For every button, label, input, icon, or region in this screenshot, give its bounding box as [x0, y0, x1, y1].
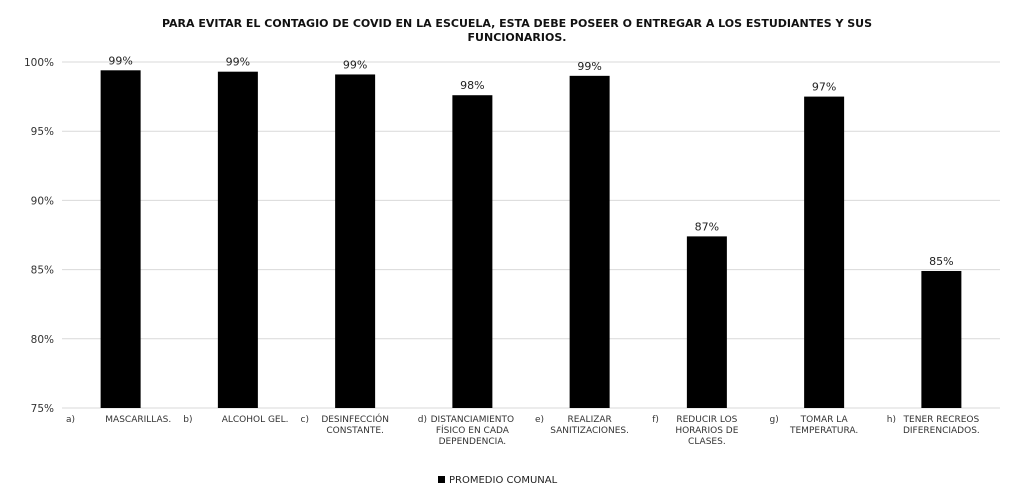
- data-label: 97%: [812, 81, 836, 94]
- data-label: 85%: [929, 255, 953, 268]
- category-labels: a) MASCARILLAS. b) ALCOHOL GEL. c) DESINFECCI…: [66, 413, 980, 447]
- bar: [804, 96, 845, 408]
- data-label: 99%: [226, 56, 250, 69]
- category-letter: e): [535, 415, 544, 425]
- y-tick-label: 95%: [31, 126, 54, 138]
- category-label: DEPENDENCIA.: [439, 437, 507, 447]
- data-label: 98%: [460, 79, 484, 92]
- category-label: HORARIOS DE: [675, 426, 738, 436]
- category-letter: c): [301, 415, 309, 425]
- category-label: ALCOHOL GEL.: [222, 415, 289, 425]
- bar: [686, 236, 727, 408]
- y-tick-label: 80%: [31, 334, 54, 346]
- category-label: TOMAR LA: [800, 415, 849, 425]
- category-label: FÍSICO EN CADA: [436, 424, 510, 436]
- category-label: CLASES.: [688, 437, 726, 447]
- category-letter: h): [887, 415, 896, 425]
- category-label: DIFERENCIADOS.: [903, 426, 980, 436]
- data-label: 99%: [343, 58, 367, 71]
- category-letter: b): [183, 415, 192, 425]
- chart-title-line-2: FUNCIONARIOS.: [468, 31, 567, 44]
- category-label: MASCARILLAS.: [105, 415, 171, 425]
- bar: [335, 74, 376, 409]
- y-tick-label: 85%: [31, 265, 54, 277]
- y-axis-tick-labels: 75% 80% 85% 90% 95% 100%: [24, 57, 54, 415]
- category-label: DISTANCIAMIENTO: [431, 415, 515, 425]
- category-letter: f): [652, 415, 659, 425]
- legend-swatch: [438, 476, 445, 483]
- data-label: 87%: [695, 220, 719, 233]
- y-tick-label: 75%: [31, 403, 54, 415]
- y-tick-label: 90%: [31, 195, 54, 207]
- category-label: CONSTANTE.: [326, 426, 384, 436]
- data-label: 99%: [577, 60, 601, 73]
- bars: [100, 70, 962, 409]
- category-letter: d): [418, 415, 427, 425]
- bar: [452, 95, 493, 408]
- category-letter: a): [66, 415, 75, 425]
- category-letter: g): [770, 415, 779, 425]
- category-label: REALIZAR: [567, 415, 611, 425]
- y-tick-label: 100%: [24, 57, 54, 69]
- bar: [100, 70, 141, 408]
- data-labels: 99% 99% 99% 98% 99% 87% 97% 85%: [108, 54, 953, 268]
- bar: [217, 71, 258, 409]
- bar: [921, 270, 962, 408]
- data-label: 99%: [108, 54, 132, 67]
- category-label: TENER RECREOS: [903, 415, 980, 425]
- legend: PROMEDIO COMUNAL: [438, 475, 558, 486]
- chart-title-line-1: PARA EVITAR EL CONTAGIO DE COVID EN LA E…: [162, 17, 872, 30]
- category-label: SANITIZACIONES.: [550, 426, 629, 436]
- legend-label: PROMEDIO COMUNAL: [449, 475, 558, 486]
- bar: [569, 75, 610, 408]
- category-label: REDUCIR LOS: [676, 415, 737, 425]
- category-label: TEMPERATURA.: [789, 426, 858, 436]
- category-label: DESINFECCIÓN: [321, 413, 389, 425]
